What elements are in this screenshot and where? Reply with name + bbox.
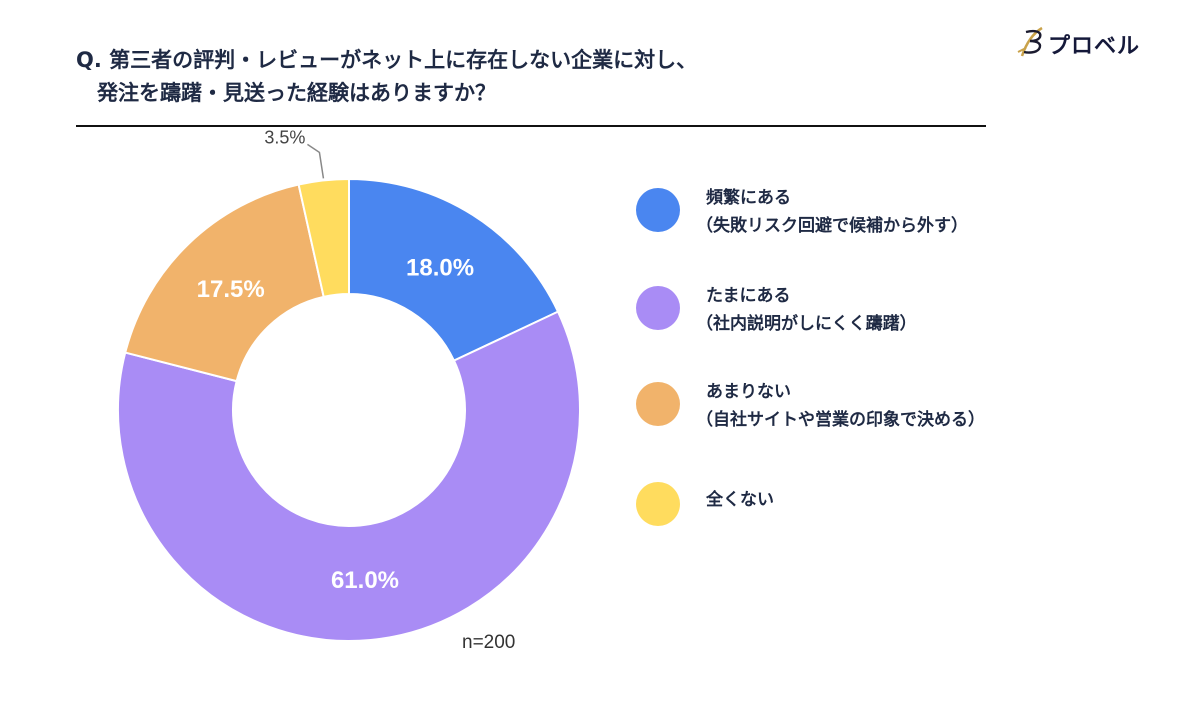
legend-label-never: 全くない — [706, 486, 774, 514]
data-label-frequent: 18.0% — [406, 254, 474, 281]
legend-swatch-never — [636, 482, 680, 526]
legend-title-frequent: 頻繁にある — [706, 188, 791, 208]
chart-title: Q. 第三者の評判・レビューがネット上に存在しない企業に対し、 発注を躊躇・見送… — [76, 44, 996, 110]
donut-slice-frequent — [348, 177, 560, 362]
legend-label-rarely: あまりない （自社サイトや営業の印象で決める） — [696, 378, 985, 434]
title-divider — [76, 125, 986, 127]
legend-sub-rarely: （自社サイトや営業の印象で決める） — [696, 410, 985, 430]
legend-item-sometimes: たまにある （社内説明がしにくく躊躇） — [636, 282, 1076, 342]
leader-line-never — [307, 143, 325, 179]
feather-b-logo-icon — [1017, 26, 1043, 57]
legend-item-rarely: あまりない （自社サイトや営業の印象で決める） — [636, 378, 1076, 438]
legend-swatch-frequent — [636, 188, 680, 232]
title-line-1: Q. 第三者の評判・レビューがネット上に存在しない企業に対し、 — [76, 48, 698, 72]
legend-label-sometimes: たまにある （社内説明がしにくく躊躇） — [696, 282, 917, 338]
brand-logo: プロベル — [1012, 22, 1162, 62]
brand-name: プロベル — [1048, 34, 1141, 59]
title-line-2: 発注を躊躇・見送った経験はありますか？ — [97, 81, 496, 105]
legend-swatch-rarely — [636, 382, 680, 426]
donut-slice-rarely — [124, 183, 325, 383]
donut-slice-never — [297, 177, 350, 298]
legend-item-frequent: 頻繁にある （失敗リスク回避で候補から外す） — [636, 184, 1076, 244]
legend-title-rarely: あまりない — [706, 382, 791, 402]
legend-title-never: 全くない — [706, 490, 774, 510]
data-label-never: 3.5% — [264, 127, 305, 147]
legend-title-sometimes: たまにある — [706, 286, 791, 306]
legend-sub-sometimes: （社内説明がしにくく躊躇） — [696, 314, 917, 334]
legend-sub-frequent: （失敗リスク回避で候補から外す） — [696, 216, 968, 236]
legend-item-never: 全くない — [636, 478, 1076, 538]
sample-size-label: n=200 — [462, 632, 516, 653]
donut-slice-sometimes — [117, 310, 581, 642]
data-label-rarely: 17.5% — [197, 276, 265, 303]
legend-label-frequent: 頻繁にある （失敗リスク回避で候補から外す） — [696, 184, 968, 240]
legend-swatch-sometimes — [636, 286, 680, 330]
data-label-sometimes: 61.0% — [331, 567, 399, 594]
